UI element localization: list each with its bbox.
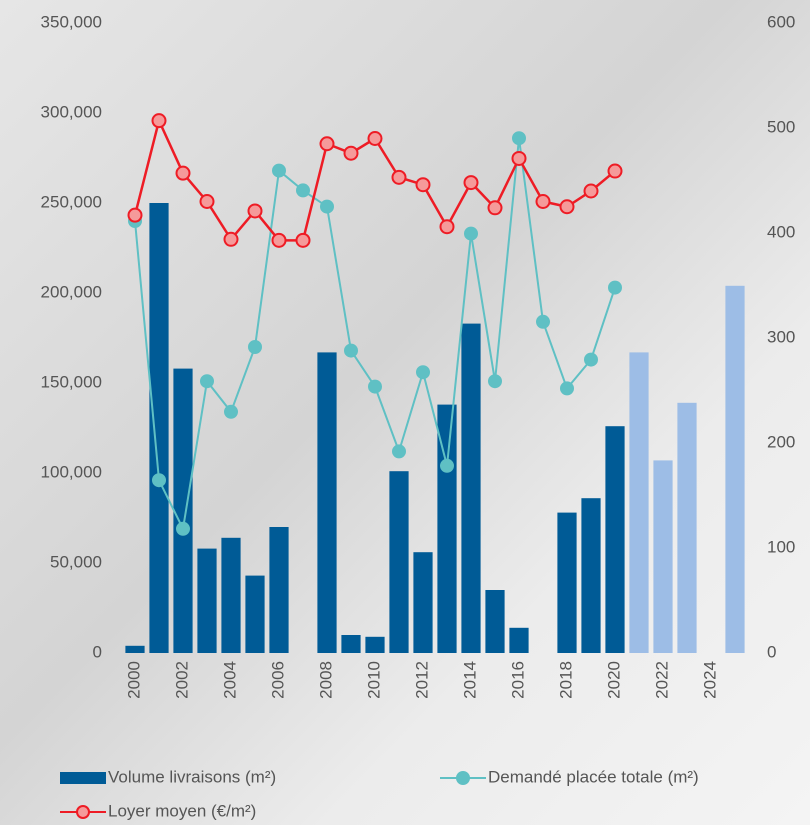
bar — [245, 575, 265, 653]
x-tick-label: 2000 — [124, 661, 143, 699]
point — [175, 165, 191, 181]
point — [536, 314, 550, 329]
y2-tick-label: 100 — [767, 537, 795, 556]
y-tick-label: 100,000 — [41, 462, 102, 481]
point — [535, 194, 551, 209]
legend-label: Demandé placée totale (m²) — [488, 767, 699, 786]
x-tick-label: 2020 — [604, 661, 623, 699]
y-tick-label: 0 — [93, 642, 102, 661]
point — [200, 374, 214, 389]
bar — [653, 460, 673, 653]
y2-tick-label: 200 — [767, 432, 795, 451]
x-tick-label: 2012 — [412, 661, 431, 699]
bar — [389, 471, 409, 653]
point — [584, 352, 598, 367]
bar — [221, 537, 241, 653]
y-tick-label: 250,000 — [41, 192, 102, 211]
point — [512, 131, 526, 146]
point — [272, 163, 286, 178]
legend-label: Volume livraisons (m²) — [108, 767, 276, 786]
x-tick-label: 2002 — [172, 661, 191, 699]
point — [415, 177, 431, 193]
y-tick-label: 150,000 — [41, 372, 102, 391]
bar — [173, 368, 193, 653]
bar — [629, 352, 649, 653]
point — [560, 381, 574, 396]
x-tick-label: 2014 — [460, 661, 479, 699]
point — [176, 521, 190, 536]
bar — [341, 635, 361, 653]
point — [559, 199, 575, 215]
point — [320, 199, 334, 214]
point — [439, 219, 455, 235]
y-tick-label: 350,000 — [41, 12, 102, 31]
point — [224, 404, 238, 419]
y-tick-label: 50,000 — [50, 552, 102, 571]
point — [248, 340, 262, 354]
bar — [461, 323, 481, 653]
point — [295, 232, 311, 248]
bar — [557, 512, 577, 653]
point — [392, 444, 406, 459]
x-tick-label: 2010 — [364, 661, 383, 699]
y2-tick-label: 500 — [767, 117, 795, 136]
point — [344, 343, 358, 358]
y2-tick-label: 0 — [767, 642, 776, 661]
point — [296, 183, 310, 198]
point — [488, 374, 502, 389]
x-tick-label: 2018 — [556, 661, 575, 699]
y-tick-label: 200,000 — [41, 282, 102, 301]
point — [199, 194, 215, 209]
legend-swatch — [76, 805, 90, 819]
bar — [125, 645, 145, 653]
point — [463, 175, 479, 191]
y2-tick-label: 300 — [767, 327, 795, 346]
legend-swatch — [60, 772, 106, 784]
point — [343, 145, 359, 161]
bar — [677, 402, 697, 653]
x-tick-label: 2004 — [220, 661, 239, 699]
point — [583, 183, 599, 199]
point — [368, 379, 382, 394]
y-tick-label: 300,000 — [41, 102, 102, 121]
y2-tick-label: 400 — [767, 222, 795, 241]
point — [464, 226, 478, 241]
point — [607, 163, 623, 179]
point — [152, 473, 166, 488]
point — [271, 232, 287, 248]
point — [440, 458, 454, 473]
point — [319, 136, 335, 152]
bar — [269, 527, 289, 653]
point — [151, 113, 167, 129]
bar — [317, 352, 337, 653]
y2-tick-label: 600 — [767, 12, 795, 31]
x-tick-label: 2022 — [652, 661, 671, 699]
point — [367, 131, 383, 146]
point — [416, 365, 430, 380]
bar — [413, 552, 433, 653]
point — [391, 169, 407, 185]
bar — [605, 426, 625, 653]
x-tick-label: 2006 — [268, 661, 287, 699]
bar — [725, 285, 745, 653]
point — [127, 207, 143, 223]
x-tick-label: 2024 — [700, 661, 719, 699]
legend-label: Loyer moyen (€/m²) — [108, 801, 256, 820]
point — [511, 150, 527, 166]
bar — [509, 627, 529, 653]
bar — [365, 636, 385, 653]
point — [223, 231, 239, 247]
point — [247, 203, 263, 219]
bar — [149, 203, 169, 653]
bar — [485, 590, 505, 653]
point — [608, 280, 622, 295]
legend-swatch — [456, 771, 470, 785]
x-tick-label: 2008 — [316, 661, 335, 699]
bar — [197, 548, 217, 653]
bar — [581, 498, 601, 653]
point — [487, 200, 503, 216]
x-tick-label: 2016 — [508, 661, 527, 699]
